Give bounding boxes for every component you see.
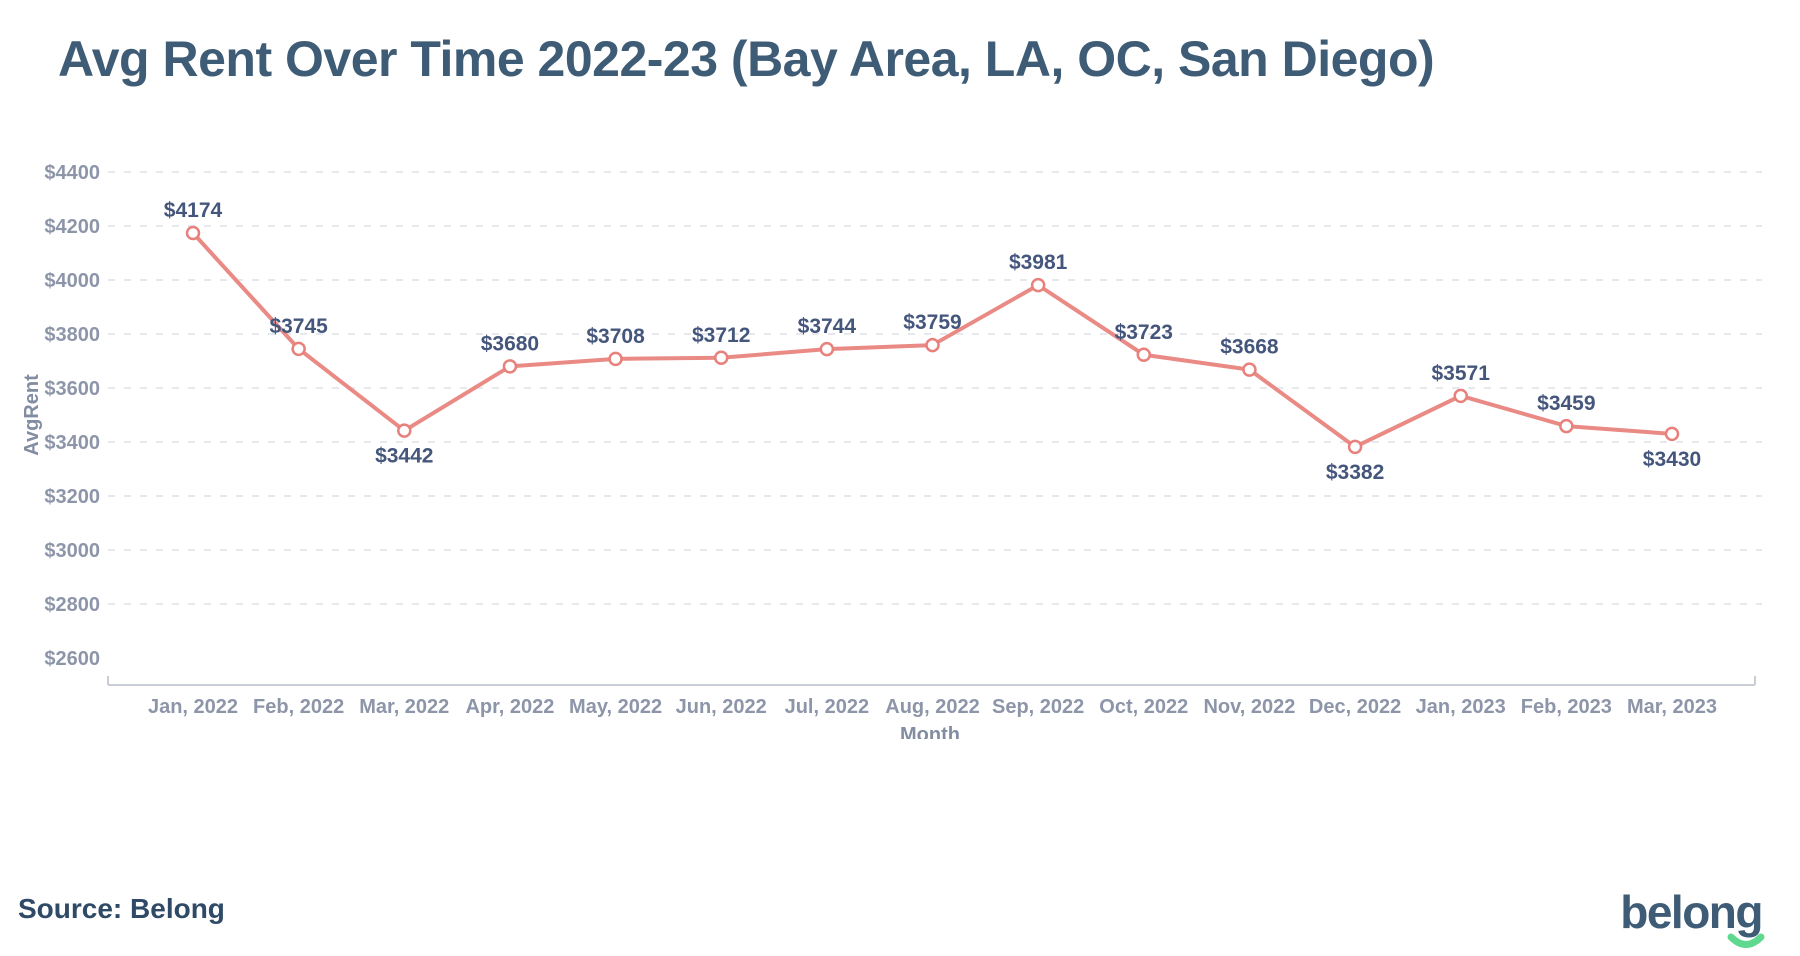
x-tick-label: Aug, 2022 [885, 696, 979, 718]
data-point-marker [1664, 426, 1680, 442]
y-tick-label: $3200 [44, 486, 100, 508]
data-point-label: $3382 [1326, 461, 1384, 484]
x-tick-label: Jul, 2022 [785, 696, 870, 718]
y-tick-label: $3800 [44, 324, 100, 346]
y-tick-label: $2800 [44, 594, 100, 616]
data-point-marker [819, 341, 835, 357]
data-point-label: $3712 [692, 324, 750, 347]
x-tick-label: Oct, 2022 [1099, 696, 1188, 718]
x-tick-label: May, 2022 [569, 696, 662, 718]
data-point-marker [1453, 388, 1468, 404]
y-tick-label: $3000 [44, 540, 100, 562]
data-point-label: $3442 [375, 445, 433, 468]
source-label: Source: Belong [18, 893, 225, 924]
x-tick-label: Apr, 2022 [465, 696, 554, 718]
x-tick-label: Jan, 2023 [1416, 696, 1506, 718]
belong-logo-smile-icon [1727, 933, 1765, 948]
data-point-marker [397, 423, 412, 438]
data-point-label: $3430 [1643, 448, 1701, 471]
y-tick-label: $4400 [44, 162, 100, 184]
data-point-marker [608, 351, 623, 367]
data-point-label: $4174 [164, 199, 223, 222]
data-point-label: $3571 [1432, 362, 1491, 385]
belong-logo-text: belong [1620, 886, 1763, 938]
data-point-label: $3708 [586, 325, 645, 348]
data-point-marker [1347, 439, 1363, 455]
data-point-label: $3668 [1220, 336, 1279, 359]
data-point-marker [1242, 362, 1257, 377]
data-point-label: $3759 [903, 311, 961, 334]
y-tick-label: $4000 [44, 270, 100, 292]
x-tick-label: Feb, 2022 [253, 696, 344, 718]
x-tick-label: Jan, 2022 [148, 696, 238, 718]
x-tick-label: Feb, 2023 [1521, 696, 1612, 718]
data-point-marker [713, 350, 729, 366]
chart-title: Avg Rent Over Time 2022-23 (Bay Area, LA… [58, 31, 1435, 87]
y-tick-label: $4200 [44, 216, 100, 238]
x-tick-label: Mar, 2022 [359, 696, 449, 718]
data-point-label: $3981 [1009, 251, 1068, 274]
data-point-marker [1136, 347, 1152, 363]
rent-line-chart: $2600 $2800 $3000 $3200 $3400 $3600 $3800 $4000… [0, 120, 1800, 739]
x-tick-label: Sep, 2022 [992, 696, 1084, 718]
data-point-marker [502, 359, 518, 374]
chart-canvas: $2600 $2800 $3000 $3200 $3400 $3600 $3800 $4000… [21, 162, 1762, 739]
data-point-label: $3744 [798, 315, 857, 338]
x-tick-label: Dec, 2022 [1309, 696, 1401, 718]
y-tick-label: $2600 [44, 648, 100, 670]
data-point-marker [1030, 277, 1046, 293]
data-point-marker [185, 225, 201, 241]
y-tick-label: $3400 [44, 432, 100, 454]
x-axis-title: Month [900, 724, 960, 739]
data-point-label: $3680 [481, 332, 539, 355]
data-point-marker [925, 337, 940, 353]
data-point-label: $3745 [269, 315, 328, 338]
y-tick-label: $3600 [44, 378, 100, 400]
x-tick-label: Mar, 2023 [1627, 696, 1717, 718]
x-tick-label: Nov, 2022 [1203, 696, 1295, 718]
x-tick-label: Jun, 2022 [676, 696, 767, 718]
data-point-label: $3459 [1537, 392, 1595, 415]
belong-logo: belong [1620, 885, 1765, 948]
data-point-label: $3723 [1115, 321, 1173, 344]
data-point-marker [291, 341, 306, 357]
y-axis-title: AvgRent [21, 374, 43, 456]
data-point-marker [1559, 418, 1574, 434]
